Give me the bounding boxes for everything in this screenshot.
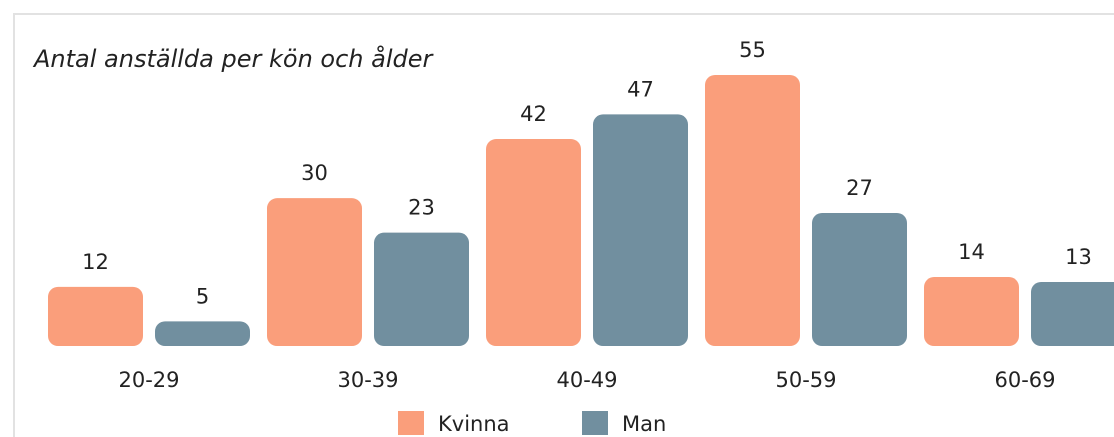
legend-swatch [398, 411, 424, 435]
bar [267, 198, 362, 346]
bar [486, 139, 581, 346]
x-tick-label: 50-59 [775, 368, 836, 392]
chart-title: Antal anställda per kön och ålder [32, 44, 435, 73]
bar [924, 277, 1019, 346]
legend-label: Man [622, 412, 666, 436]
frame [13, 13, 1114, 437]
value-label: 12 [82, 250, 109, 274]
x-tick-label: 20-29 [118, 368, 179, 392]
legend-swatch [582, 411, 608, 435]
bar [593, 114, 688, 346]
bar [155, 321, 250, 346]
value-label: 42 [520, 102, 547, 126]
bar [812, 212, 907, 346]
value-label: 55 [739, 38, 766, 62]
bar [48, 286, 143, 346]
value-label: 30 [301, 161, 328, 185]
value-label: 5 [196, 284, 209, 308]
x-tick-label: 30-39 [337, 368, 398, 392]
bar [1031, 281, 1114, 346]
value-label: 14 [958, 240, 985, 264]
value-label: 47 [627, 77, 654, 101]
value-label: 23 [408, 196, 435, 220]
bar [705, 75, 800, 346]
value-label: 27 [846, 176, 873, 200]
x-tick-label: 40-49 [556, 368, 617, 392]
x-tick-label: 60-69 [994, 368, 1055, 392]
legend-label: Kvinna [438, 412, 510, 436]
bar [374, 232, 469, 346]
value-label: 13 [1065, 245, 1092, 269]
